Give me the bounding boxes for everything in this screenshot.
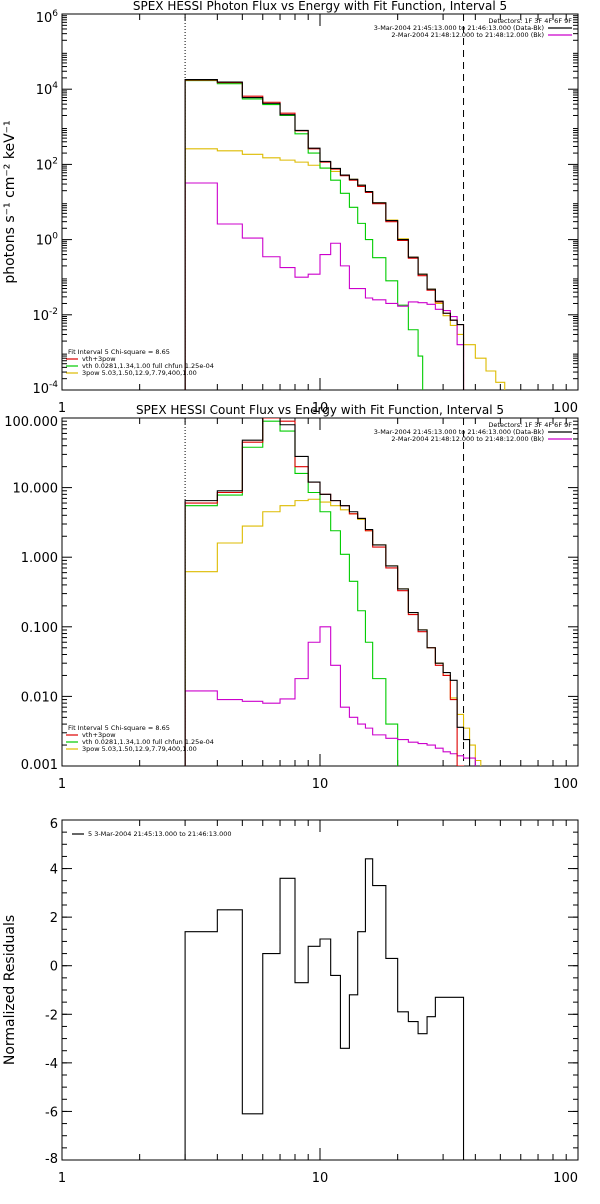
series-line-0	[184, 418, 471, 766]
x-tick-label: 10	[312, 777, 329, 792]
y-axis-label: Normalized Residuals	[2, 915, 18, 1065]
x-tick-label: 100	[553, 777, 578, 792]
legend-bottom-entry: 3pow 5.03,1.50,12.9,7.79,400,1.00	[82, 369, 197, 377]
series-line-3	[184, 498, 482, 766]
plot-frame	[61, 417, 579, 767]
series-group	[184, 79, 506, 390]
y-tick-label: 0.001	[21, 758, 58, 773]
series-group	[184, 418, 482, 766]
series-line-4	[184, 626, 476, 766]
y-tick-label: 102	[36, 156, 58, 173]
series-line-1	[184, 79, 465, 390]
x-tick-label: 10	[312, 1171, 329, 1186]
series-line-4	[184, 182, 465, 390]
series-line-1	[184, 418, 465, 766]
legend-bottom-entry: vth 0.0281,1.34,1.00 full chfun 1.25e-04	[82, 362, 214, 370]
legend-top-entry: Detectors: 1F 3F 4F 6F 9F	[488, 421, 572, 429]
plot-frame	[61, 819, 579, 1161]
legend-bottom-entry: vth+3pow	[82, 731, 116, 739]
x-tick-label: 10	[312, 401, 329, 416]
y-tick-label: 2	[50, 911, 58, 926]
y-tick-label: 6	[50, 817, 58, 832]
y-tick-label: 106	[36, 9, 59, 26]
y-tick-label: 100	[36, 232, 59, 249]
x-tick-label: 1	[58, 1171, 66, 1186]
y-tick-label: 10.000	[13, 482, 59, 497]
y-tick-label: 0.100	[21, 621, 58, 636]
y-tick-label: 4	[50, 863, 58, 878]
y-tick-label: 100.000	[4, 415, 58, 430]
legend-top-entry: 2-Mar-2004 21:48:12.000 to 21:48:12.000 …	[391, 435, 544, 443]
y-tick-label: 104	[36, 81, 59, 98]
x-tick-label: 100	[553, 401, 578, 416]
series-line-0	[184, 79, 465, 390]
y-axis-label: photons s⁻¹ cm⁻² keV⁻¹	[2, 120, 18, 283]
chart-panel-2: 1 10 100 0.001 0.010 0.100 1.000 10.000 100.000 S…	[4, 403, 579, 792]
x-tick-label: 100	[553, 1171, 578, 1186]
chart-title: SPEX HESSI Count Flux vs Energy with Fit…	[136, 403, 504, 417]
y-tick-label: 0	[50, 960, 58, 975]
chart-panel-1: 1 10 100 10-4 10-2 100 102 104 106 SPEX HESSI Pho…	[2, 0, 579, 416]
legend-top-entry: 3-Mar-2004 21:45:13.000 to 21:46:13.000 …	[374, 428, 544, 436]
y-tick-label: 10-2	[32, 307, 58, 324]
y-tick-label: 1.000	[21, 551, 58, 566]
y-tick-label: -4	[45, 1057, 58, 1072]
plot-frame	[61, 13, 579, 391]
series-line-3	[184, 148, 506, 390]
y-tick-label: -8	[45, 1152, 58, 1167]
legend-bottom-entry: Fit Interval 5 Chi-square = 8.65	[68, 348, 170, 356]
x-tick-label: 1	[58, 401, 66, 416]
legend-entry: 5 3-Mar-2004 21:45:13.000 to 21:46:13.00…	[88, 830, 231, 838]
legend-bottom-entry: vth 0.0281,1.34,1.00 full chfun 1.25e-04	[82, 738, 214, 746]
chart-panel-3: 1 10 100 -8 -6 -4 -2 0 2 4 6 Normalized Residuals 5 …	[2, 817, 579, 1186]
legend-top-entry: 2-Mar-2004 21:48:12.000 to 21:48:12.000 …	[391, 31, 544, 39]
legend-bottom-entry: 3pow 5.03,1.50,12.9,7.79,400,1.00	[82, 745, 197, 753]
chart-title: SPEX HESSI Photon Flux vs Energy with Fi…	[133, 0, 507, 13]
y-tick-label: 0.010	[21, 690, 58, 705]
legend-top-entry: 3-Mar-2004 21:45:13.000 to 21:46:13.000 …	[374, 24, 544, 32]
y-tick-label: 10-4	[32, 380, 58, 397]
y-tick-label: -6	[45, 1105, 58, 1120]
series-group	[184, 858, 465, 1160]
legend-top-entry: Detectors: 1F 3F 4F 6F 9F	[488, 17, 572, 25]
legend-bottom-entry: Fit Interval 5 Chi-square = 8.65	[68, 724, 170, 732]
series-line-2	[184, 420, 399, 766]
series-line-0	[184, 858, 465, 1160]
legend-bottom-entry: vth+3pow	[82, 355, 116, 363]
series-line-2	[184, 79, 424, 390]
y-tick-label: -2	[45, 1008, 58, 1023]
x-tick-label: 1	[58, 777, 66, 792]
